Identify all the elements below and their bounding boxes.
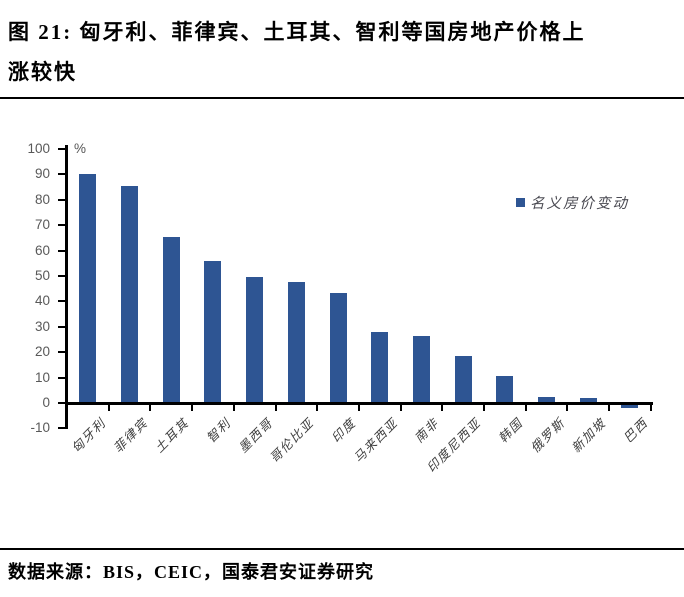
- bar: [454, 356, 472, 403]
- x-axis-tick: [316, 404, 319, 411]
- x-axis-category-label: 土耳其: [152, 415, 192, 456]
- x-axis-tick: [107, 404, 110, 411]
- bar: [329, 292, 347, 403]
- bar: [371, 331, 389, 403]
- y-axis-tick-label: 70: [34, 217, 50, 233]
- bar: [412, 335, 430, 403]
- bar: [538, 396, 556, 403]
- y-axis-tick: [58, 198, 66, 201]
- x-axis-category-label: 俄罗斯: [527, 415, 568, 456]
- bar: [121, 185, 139, 403]
- y-axis-tick: [58, 300, 66, 303]
- x-axis-category-label: 新加坡: [569, 415, 609, 456]
- y-axis-line: [65, 145, 68, 429]
- footer-divider: [0, 548, 684, 550]
- y-axis-tick: [58, 325, 66, 328]
- bar: [496, 376, 514, 403]
- x-axis-tick: [399, 404, 402, 411]
- x-axis-tick: [149, 404, 152, 411]
- x-axis-category-label: 印度: [329, 415, 359, 446]
- bar: [204, 260, 222, 403]
- y-axis-tick-label: 50: [34, 268, 50, 283]
- y-axis-tick: [58, 148, 66, 150]
- y-axis-tick: [58, 224, 66, 227]
- y-axis-tick-label: 10: [34, 369, 50, 385]
- x-axis-tick: [483, 404, 485, 411]
- x-axis-tick: [357, 404, 360, 411]
- y-axis-tick: [58, 351, 66, 354]
- bar: [246, 277, 264, 403]
- bar: [621, 405, 639, 408]
- y-axis-unit-label: %: [74, 141, 87, 156]
- figure-title: 图 21: 匈牙利、菲律宾、土耳其、智利等国房地产价格上 涨较快: [8, 12, 678, 92]
- chart-legend: 名义房价变动: [516, 192, 629, 213]
- data-source-note: 数据来源：BIS，CEIC，国泰君安证券研究: [8, 562, 375, 582]
- x-axis-category-label: 匈牙利: [68, 415, 109, 456]
- y-axis-tick: [58, 173, 66, 176]
- bar: [79, 174, 97, 403]
- y-axis-tick-label: 60: [34, 242, 50, 258]
- y-axis-tick-label: -10: [30, 420, 50, 436]
- x-axis-tick: [566, 404, 569, 411]
- x-axis-tick: [66, 404, 68, 411]
- x-axis-category-label: 哥伦比亚: [267, 415, 318, 466]
- legend-swatch-icon: [516, 198, 525, 207]
- x-axis-tick: [191, 404, 194, 411]
- x-axis-category-label: 菲律宾: [110, 415, 151, 456]
- x-axis-line: [65, 402, 653, 405]
- figure-title-line2: 涨较快: [8, 60, 77, 84]
- x-axis-tick: [524, 404, 527, 411]
- y-axis-tick-label: 40: [34, 293, 50, 309]
- x-axis-tick: [608, 404, 611, 411]
- x-axis-tick: [232, 404, 235, 411]
- title-divider: [0, 97, 684, 99]
- y-axis-tick-label: 100: [27, 141, 50, 156]
- bar: [579, 397, 597, 403]
- bar: [162, 236, 180, 403]
- x-axis-category-label: 韩国: [495, 415, 526, 446]
- x-axis-category-label: 智利: [203, 415, 234, 446]
- y-axis-tick: [58, 402, 66, 404]
- y-axis-tick: [58, 427, 66, 430]
- y-axis-tick-label: 90: [34, 166, 50, 182]
- figure-title-line1: 图 21: 匈牙利、菲律宾、土耳其、智利等国房地产价格上: [8, 20, 586, 44]
- y-axis-tick: [58, 275, 66, 277]
- x-axis-tick: [649, 404, 652, 411]
- y-axis-tick-label: 0: [42, 395, 50, 410]
- x-axis-category-label: 南非: [412, 415, 443, 446]
- legend-label: 名义房价变动: [530, 196, 629, 212]
- bar: [287, 282, 305, 403]
- x-axis-tick: [274, 404, 277, 411]
- y-axis-tick-label: 20: [34, 344, 50, 360]
- x-axis-category-label: 马来西亚: [350, 415, 401, 466]
- y-axis-tick: [58, 249, 66, 252]
- x-axis-category-label: 巴西: [620, 415, 651, 446]
- y-axis-tick-label: 30: [34, 318, 50, 334]
- x-axis-tick: [441, 404, 444, 411]
- y-axis-tick-label: 80: [34, 191, 50, 207]
- y-axis-tick: [58, 376, 66, 379]
